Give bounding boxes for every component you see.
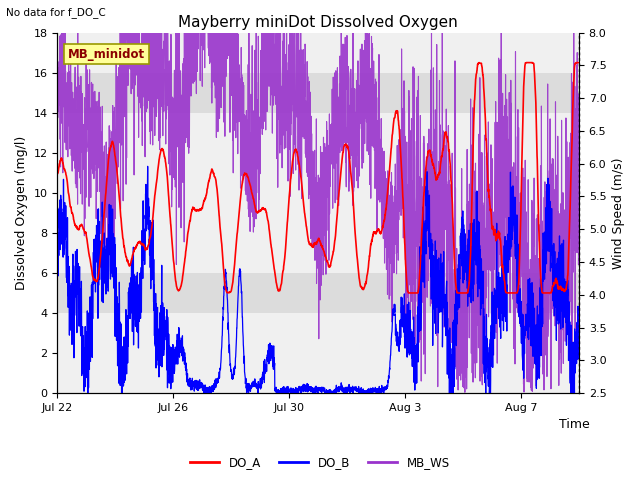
Text: MB_minidot: MB_minidot xyxy=(68,48,145,61)
Text: No data for f_DO_C: No data for f_DO_C xyxy=(6,7,106,18)
Title: Mayberry miniDot Dissolved Oxygen: Mayberry miniDot Dissolved Oxygen xyxy=(179,15,458,30)
Y-axis label: Wind Speed (m/s): Wind Speed (m/s) xyxy=(612,157,625,269)
Bar xyxy=(58,273,579,313)
Bar xyxy=(58,72,579,113)
Y-axis label: Dissolved Oxygen (mg/l): Dissolved Oxygen (mg/l) xyxy=(15,136,28,290)
Legend: DO_A, DO_B, MB_WS: DO_A, DO_B, MB_WS xyxy=(185,452,455,474)
X-axis label: Time: Time xyxy=(559,419,589,432)
